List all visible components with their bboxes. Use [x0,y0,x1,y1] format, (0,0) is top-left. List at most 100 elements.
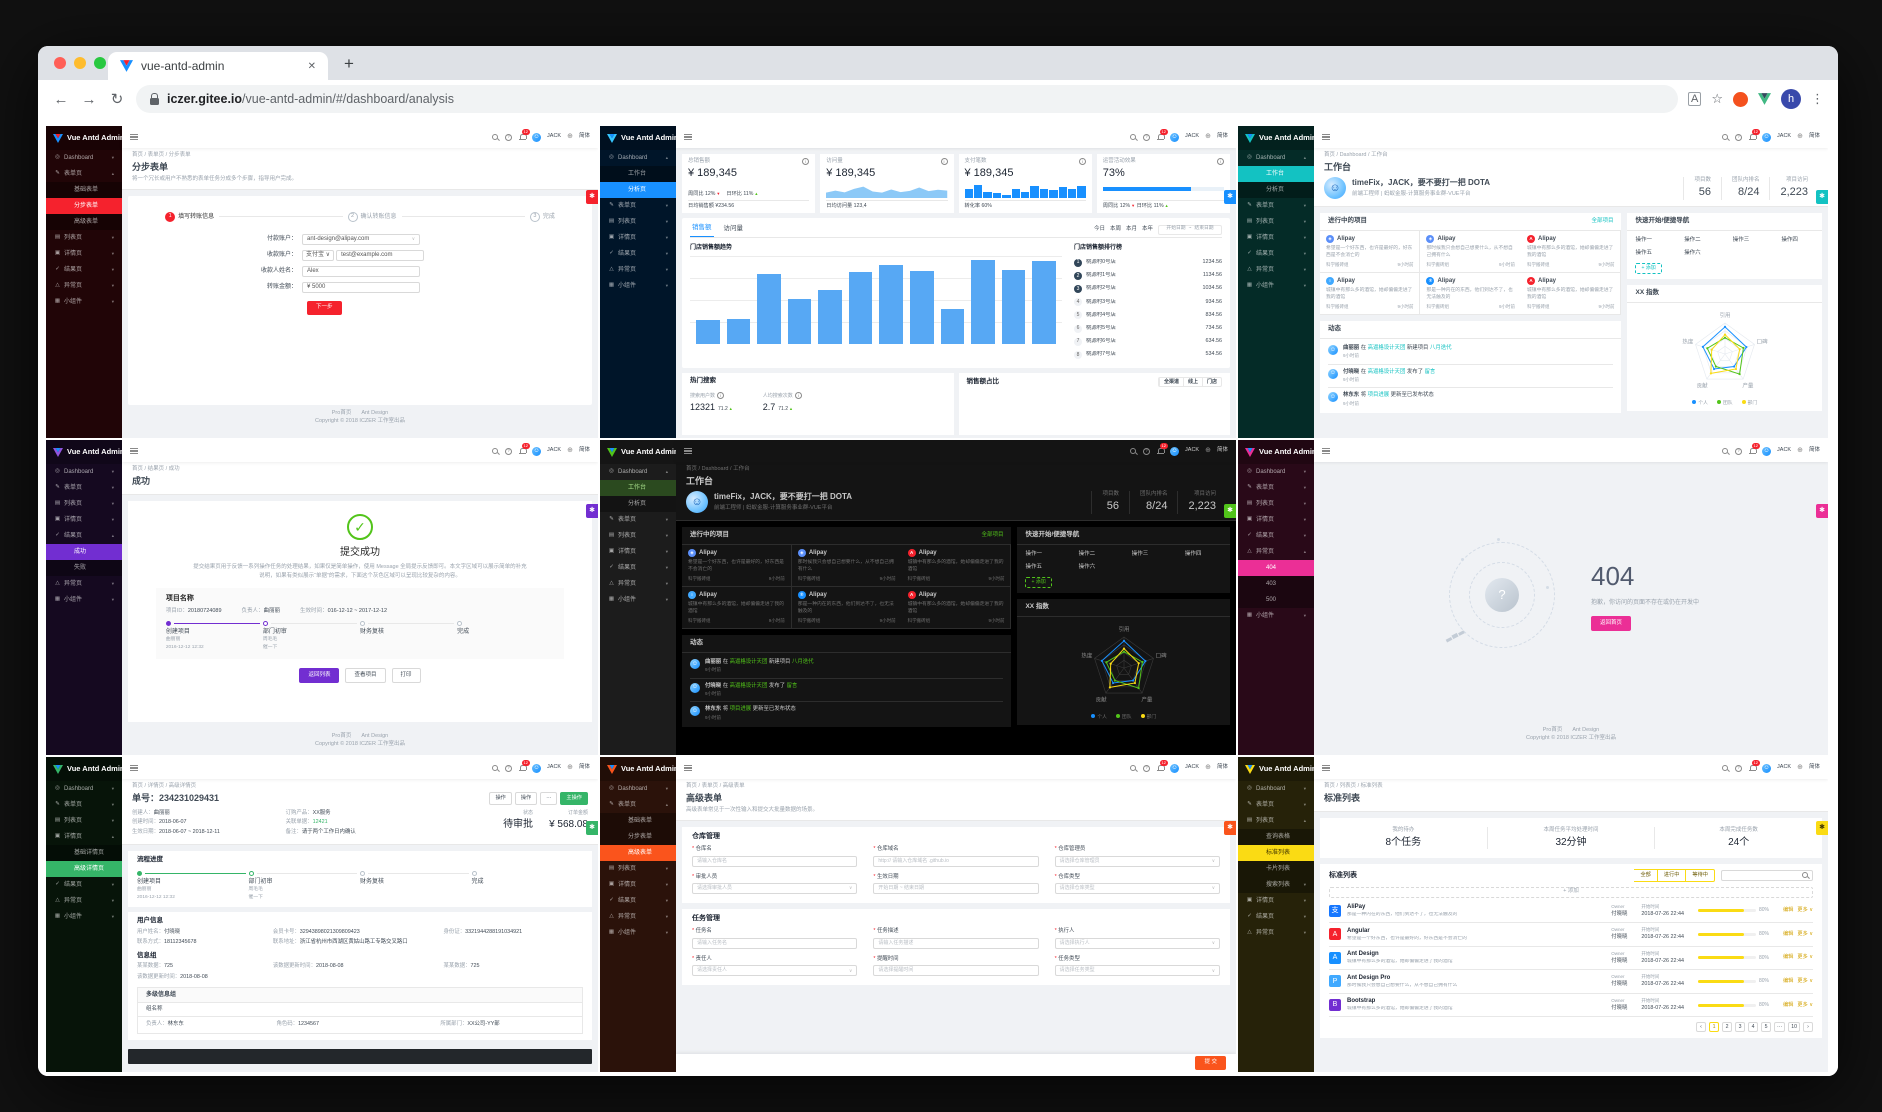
page-button[interactable]: ··· [1774,1022,1786,1033]
search-icon[interactable] [491,447,499,455]
sidebar-item[interactable]: ▣ 详情页 ▾ [600,544,676,560]
page-button[interactable]: 5 [1761,1022,1772,1033]
globe-icon[interactable]: ⊕ [567,133,573,141]
project-card[interactable]: A Alipay 城镇中有那么多的酒馆，她却偏偏走进了我的酒馆 科学搬砖组 9小时前 [1520,230,1622,273]
sidebar-item[interactable]: 500 [1238,592,1314,608]
back-to-list-button[interactable]: 返回列表 [299,668,340,683]
theme-settings-button[interactable]: ✱ [1224,190,1236,204]
quick-op-link[interactable]: 操作三 [1732,236,1750,243]
channel-option[interactable]: 线上 [1182,377,1202,387]
project-team[interactable]: 科学搬砖组 [1526,303,1550,309]
task-row[interactable]: A Angular 希望是一个好东西，也许是最好的，好东西是不会消亡的 Owner… [1329,923,1813,947]
sidebar-item[interactable]: ▤ 列表页 ▾ [46,496,122,512]
menu-collapse-icon[interactable] [130,765,138,771]
text-input[interactable]: ant-design@alipay.com ∨ [302,233,420,245]
project-team[interactable]: 科学搬砖组 [688,575,711,581]
sidebar-item[interactable]: ✎ 表单页 ▾ [600,512,676,528]
search-icon[interactable] [1721,447,1729,455]
sidebar-item[interactable]: ▣ 详情页 ▾ [46,246,122,262]
feed-link[interactable]: 留言 [1424,368,1436,375]
sidebar-item[interactable]: ▦ 小组件 ▾ [46,909,122,925]
edit-link[interactable]: 编辑 [1782,977,1794,984]
field-input[interactable]: 请输入仓库名 [692,855,858,867]
info-icon[interactable]: i [802,158,810,166]
feed-link[interactable]: 高逼格设计天团 [729,682,768,689]
view-project-button[interactable]: 查看项目 [345,668,386,683]
sidebar-item[interactable]: 高级详情页 [46,861,122,877]
menu-collapse-icon[interactable] [130,448,138,454]
project-card[interactable]: ◈ Alipay 希望是一个好东西，也许是最好的，好东西是不会消亡的 科学搬砖组 9小时… [682,544,792,587]
sidebar-item[interactable]: 403 [1238,576,1314,592]
help-icon[interactable]: ? [505,447,513,455]
sidebar-item[interactable]: ✓ 结果页 ▾ [600,893,676,909]
add-shortcut-button[interactable]: + 添加 [1025,577,1052,589]
text-input[interactable]: Alex [302,265,420,277]
project-team[interactable]: 科学搬砖组 [1526,261,1550,267]
sidebar-item[interactable]: ✎ 表单页 ▴ [600,797,676,813]
sidebar-item[interactable]: ▦ 小组件 ▾ [600,925,676,941]
edit-link[interactable]: 编辑 [1782,930,1794,937]
user-avatar[interactable]: ☺ [1170,132,1180,142]
all-projects-link[interactable]: 全部项目 [981,531,1004,538]
task-row[interactable]: B Bootstrap 城镇中有那么多的酒馆，她却偏偏走进了我的酒馆 Owner 付… [1329,994,1813,1018]
language-label[interactable]: 简体 [1808,447,1820,454]
app-logo[interactable]: Vue Antd Admin [600,440,676,464]
sidebar-item[interactable]: ◎ Dashboard ▾ [600,781,676,797]
quick-op-link[interactable]: 操作四 [1184,550,1202,557]
user-avatar[interactable]: ☺ [1762,132,1772,142]
notification-bell-icon[interactable]: 12 [1156,443,1168,455]
browser-tab[interactable]: vue-antd-admin ✕ [108,52,328,80]
page-button[interactable]: 2 [1722,1022,1733,1033]
sidebar-item[interactable]: △ 异常页 ▾ [600,262,676,278]
app-logo[interactable]: Vue Antd Admin [1238,757,1314,781]
browser-profile-avatar[interactable]: h [1781,89,1801,109]
back-button[interactable]: ← [53,90,69,108]
language-label[interactable]: 简体 [1216,133,1228,140]
filter-button[interactable]: 进行中 [1657,869,1687,882]
vue-devtools-icon[interactable] [1758,93,1771,105]
menu-collapse-icon[interactable] [684,765,692,771]
language-label[interactable]: 简体 [1808,764,1820,771]
more-link[interactable]: 更多 ∨ [1797,907,1813,914]
menu-collapse-icon[interactable] [684,134,692,140]
menu-collapse-icon[interactable] [130,134,138,140]
menu-collapse-icon[interactable] [684,448,692,454]
new-tab-button[interactable]: + [344,54,354,73]
user-avatar[interactable]: ☺ [532,132,542,142]
sidebar-item[interactable]: 成功 [46,544,122,560]
sidebar-item[interactable]: 分析页 [1238,182,1314,198]
task-row[interactable]: A Ant Design 城镇中有那么多的酒馆，她却偏偏走进了我的酒馆 Owner… [1329,947,1813,971]
sidebar-item[interactable]: ◎ Dashboard ▴ [1238,150,1314,166]
globe-icon[interactable]: ⊕ [567,447,573,455]
sidebar-item[interactable]: ✓ 结果页 ▾ [1238,909,1314,925]
footer-link[interactable]: Pro首页 [1542,727,1563,734]
feed-link[interactable]: 高逼格设计天团 [1367,344,1406,351]
sidebar-item[interactable]: ▤ 列表页 ▾ [600,861,676,877]
feed-link[interactable]: 项目进展 [729,706,752,713]
project-team[interactable]: 科学搬砖组 [1326,261,1349,267]
close-window-button[interactable] [54,57,66,69]
field-input[interactable]: 开始日期 ~ 结束日期 [873,883,1039,895]
field-input[interactable]: 请选择责任人 ∨ [692,965,858,977]
filter-button[interactable]: 等待中 [1686,869,1715,882]
range-week[interactable]: 本周 [1109,225,1121,232]
footer-link[interactable]: Ant Design [1572,727,1600,734]
user-avatar[interactable]: ☺ [1762,446,1772,456]
info-icon[interactable]: i [1078,158,1086,166]
back-home-button[interactable]: 返回首页 [1590,616,1631,631]
channel-option[interactable]: 全渠道 [1158,377,1183,387]
globe-icon[interactable]: ⊕ [1205,133,1211,141]
sidebar-item[interactable]: ▤ 列表页 ▾ [46,813,122,829]
forward-button[interactable]: → [81,90,97,108]
app-logo[interactable]: Vue Antd Admin [46,757,122,781]
project-card[interactable]: ② Alipay 那是一种内在的东西，他们到达不了，也无法触及的 科学搬砖组 9小时前 [1420,273,1521,315]
theme-settings-button[interactable]: ✱ [1224,504,1236,518]
project-team[interactable]: 科学搬砖组 [797,617,821,623]
quick-op-link[interactable]: 操作二 [1684,236,1701,243]
search-icon[interactable] [1129,764,1137,772]
more-link[interactable]: 更多 ∨ [1797,930,1813,937]
notification-bell-icon[interactable]: 12 [518,443,530,455]
project-team[interactable]: 科学搬砖组 [1426,303,1449,309]
sidebar-item[interactable]: 高级表单 [600,845,676,861]
sidebar-item[interactable]: ◎ Dashboard ▾ [1238,781,1314,797]
